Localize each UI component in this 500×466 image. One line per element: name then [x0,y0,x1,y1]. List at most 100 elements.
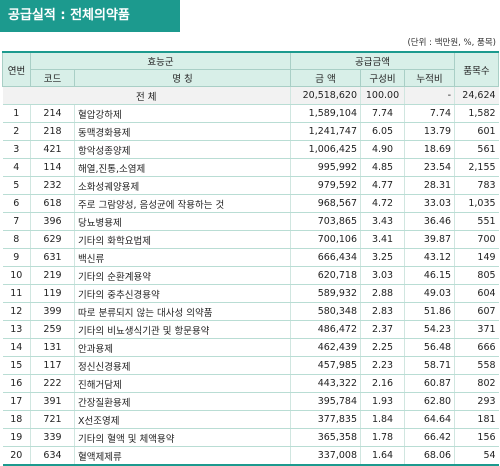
name-cell: 항악성종양제 [73,140,291,159]
ratio-cell: 1.78 [360,428,405,447]
ratio-cell: 1.64 [360,446,405,466]
name-cell: 소화성궤양용제 [73,176,291,195]
name-cell: X선조영제 [73,410,291,429]
cumulative-cell: 62.80 [404,392,455,411]
header-supply-amount: 공급금액 [290,51,456,70]
amount-cell: 995,992 [290,158,361,177]
table-row: 13 259 기타의 비뇨생식기관 및 항문용약 486,472 2.37 54.23 37… [2,320,499,339]
total-count: 24,624 [454,86,499,105]
count-cell: 181 [454,410,499,429]
rank-cell: 2 [2,122,31,141]
amount-cell: 580,348 [290,302,361,321]
table-row: 20 634 혈액제제류 337,008 1.64 68.06 54 [2,446,499,466]
table-row: 19 339 기타의 혈액 및 체액용약 365,358 1.78 66.42 156 [2,428,499,447]
cumulative-cell: 33.03 [404,194,455,213]
code-cell: 634 [30,446,75,466]
table-row: 9 631 백신류 666,434 3.25 43.12 149 [2,248,499,267]
count-cell: 604 [454,284,499,303]
table-row: 1 214 혈압강하제 1,589,104 7.74 7.74 1,582 [2,104,499,123]
total-label: 전 체 [2,86,291,105]
name-cell: 기타의 비뇨생식기관 및 항문용약 [73,320,291,339]
cumulative-cell: 51.86 [404,302,455,321]
cumulative-cell: 43.12 [404,248,455,267]
amount-cell: 703,865 [290,212,361,231]
code-cell: 618 [30,194,75,213]
ratio-cell: 2.83 [360,302,405,321]
code-cell: 222 [30,374,75,393]
cumulative-cell: 58.71 [404,356,455,375]
code-cell: 214 [30,104,75,123]
name-cell: 기타의 순환계용약 [73,266,291,285]
table-row: 11 119 기타의 중추신경용약 589,932 2.88 49.03 604 [2,284,499,303]
amount-cell: 395,784 [290,392,361,411]
cumulative-cell: 46.15 [404,266,455,285]
count-cell: 783 [454,176,499,195]
ratio-cell: 3.25 [360,248,405,267]
amount-cell: 1,241,747 [290,122,361,141]
count-cell: 805 [454,266,499,285]
amount-cell: 589,932 [290,284,361,303]
name-cell: 따로 분류되지 않는 대사성 의약품 [73,302,291,321]
name-cell: 당뇨병용제 [73,212,291,231]
rank-cell: 19 [2,428,31,447]
header-name: 명 칭 [73,69,292,87]
name-cell: 진해거담제 [73,374,291,393]
rank-cell: 18 [2,410,31,429]
amount-cell: 968,567 [290,194,361,213]
table-row: 18 721 X선조영제 377,835 1.84 64.64 181 [2,410,499,429]
header-rank: 연번 [2,51,31,87]
cumulative-cell: 23.54 [404,158,455,177]
name-cell: 간장질환용제 [73,392,291,411]
count-cell: 802 [454,374,499,393]
cumulative-cell: 28.31 [404,176,455,195]
code-cell: 114 [30,158,75,177]
cumulative-cell: 13.79 [404,122,455,141]
unit-note: (단위 : 백만원, %, 품목) [407,38,496,48]
ratio-cell: 4.72 [360,194,405,213]
name-cell: 정신신경용제 [73,356,291,375]
count-cell: 1,582 [454,104,499,123]
amount-cell: 620,718 [290,266,361,285]
ratio-cell: 3.43 [360,212,405,231]
name-cell: 기타의 중추신경용약 [73,284,291,303]
amount-cell: 457,985 [290,356,361,375]
ratio-cell: 2.25 [360,338,405,357]
count-cell: 1,035 [454,194,499,213]
cumulative-cell: 39.87 [404,230,455,249]
total-cumulative: - [404,86,455,105]
ratio-cell: 6.05 [360,122,405,141]
total-ratio: 100.00 [360,86,405,105]
code-cell: 399 [30,302,75,321]
code-cell: 219 [30,266,75,285]
cumulative-cell: 60.87 [404,374,455,393]
count-cell: 700 [454,230,499,249]
table-row: 15 117 정신신경용제 457,985 2.23 58.71 558 [2,356,499,375]
ratio-cell: 4.90 [360,140,405,159]
table-row: 16 222 진해거담제 443,322 2.16 60.87 802 [2,374,499,393]
ratio-cell: 2.37 [360,320,405,339]
amount-cell: 486,472 [290,320,361,339]
code-cell: 339 [30,428,75,447]
header-amount: 금 액 [290,69,362,87]
count-cell: 293 [454,392,499,411]
count-cell: 371 [454,320,499,339]
name-cell: 혈액제제류 [73,446,291,466]
table-row: 4 114 해열,진통,소염제 995,992 4.85 23.54 2,155 [2,158,499,177]
rank-cell: 17 [2,392,31,411]
ratio-cell: 2.16 [360,374,405,393]
rank-cell: 20 [2,446,31,466]
count-cell: 54 [454,446,499,466]
header-efficacy-group: 효능군 [29,51,292,70]
rank-cell: 6 [2,194,31,213]
code-cell: 259 [30,320,75,339]
cumulative-cell: 49.03 [404,284,455,303]
rank-cell: 11 [2,284,31,303]
cumulative-cell: 54.23 [404,320,455,339]
table-row: 12 399 따로 분류되지 않는 대사성 의약품 580,348 2.83 51.86 6… [2,302,499,321]
cumulative-cell: 56.48 [404,338,455,357]
cumulative-cell: 64.64 [404,410,455,429]
code-cell: 721 [30,410,75,429]
rank-cell: 5 [2,176,31,195]
code-cell: 629 [30,230,75,249]
code-cell: 232 [30,176,75,195]
